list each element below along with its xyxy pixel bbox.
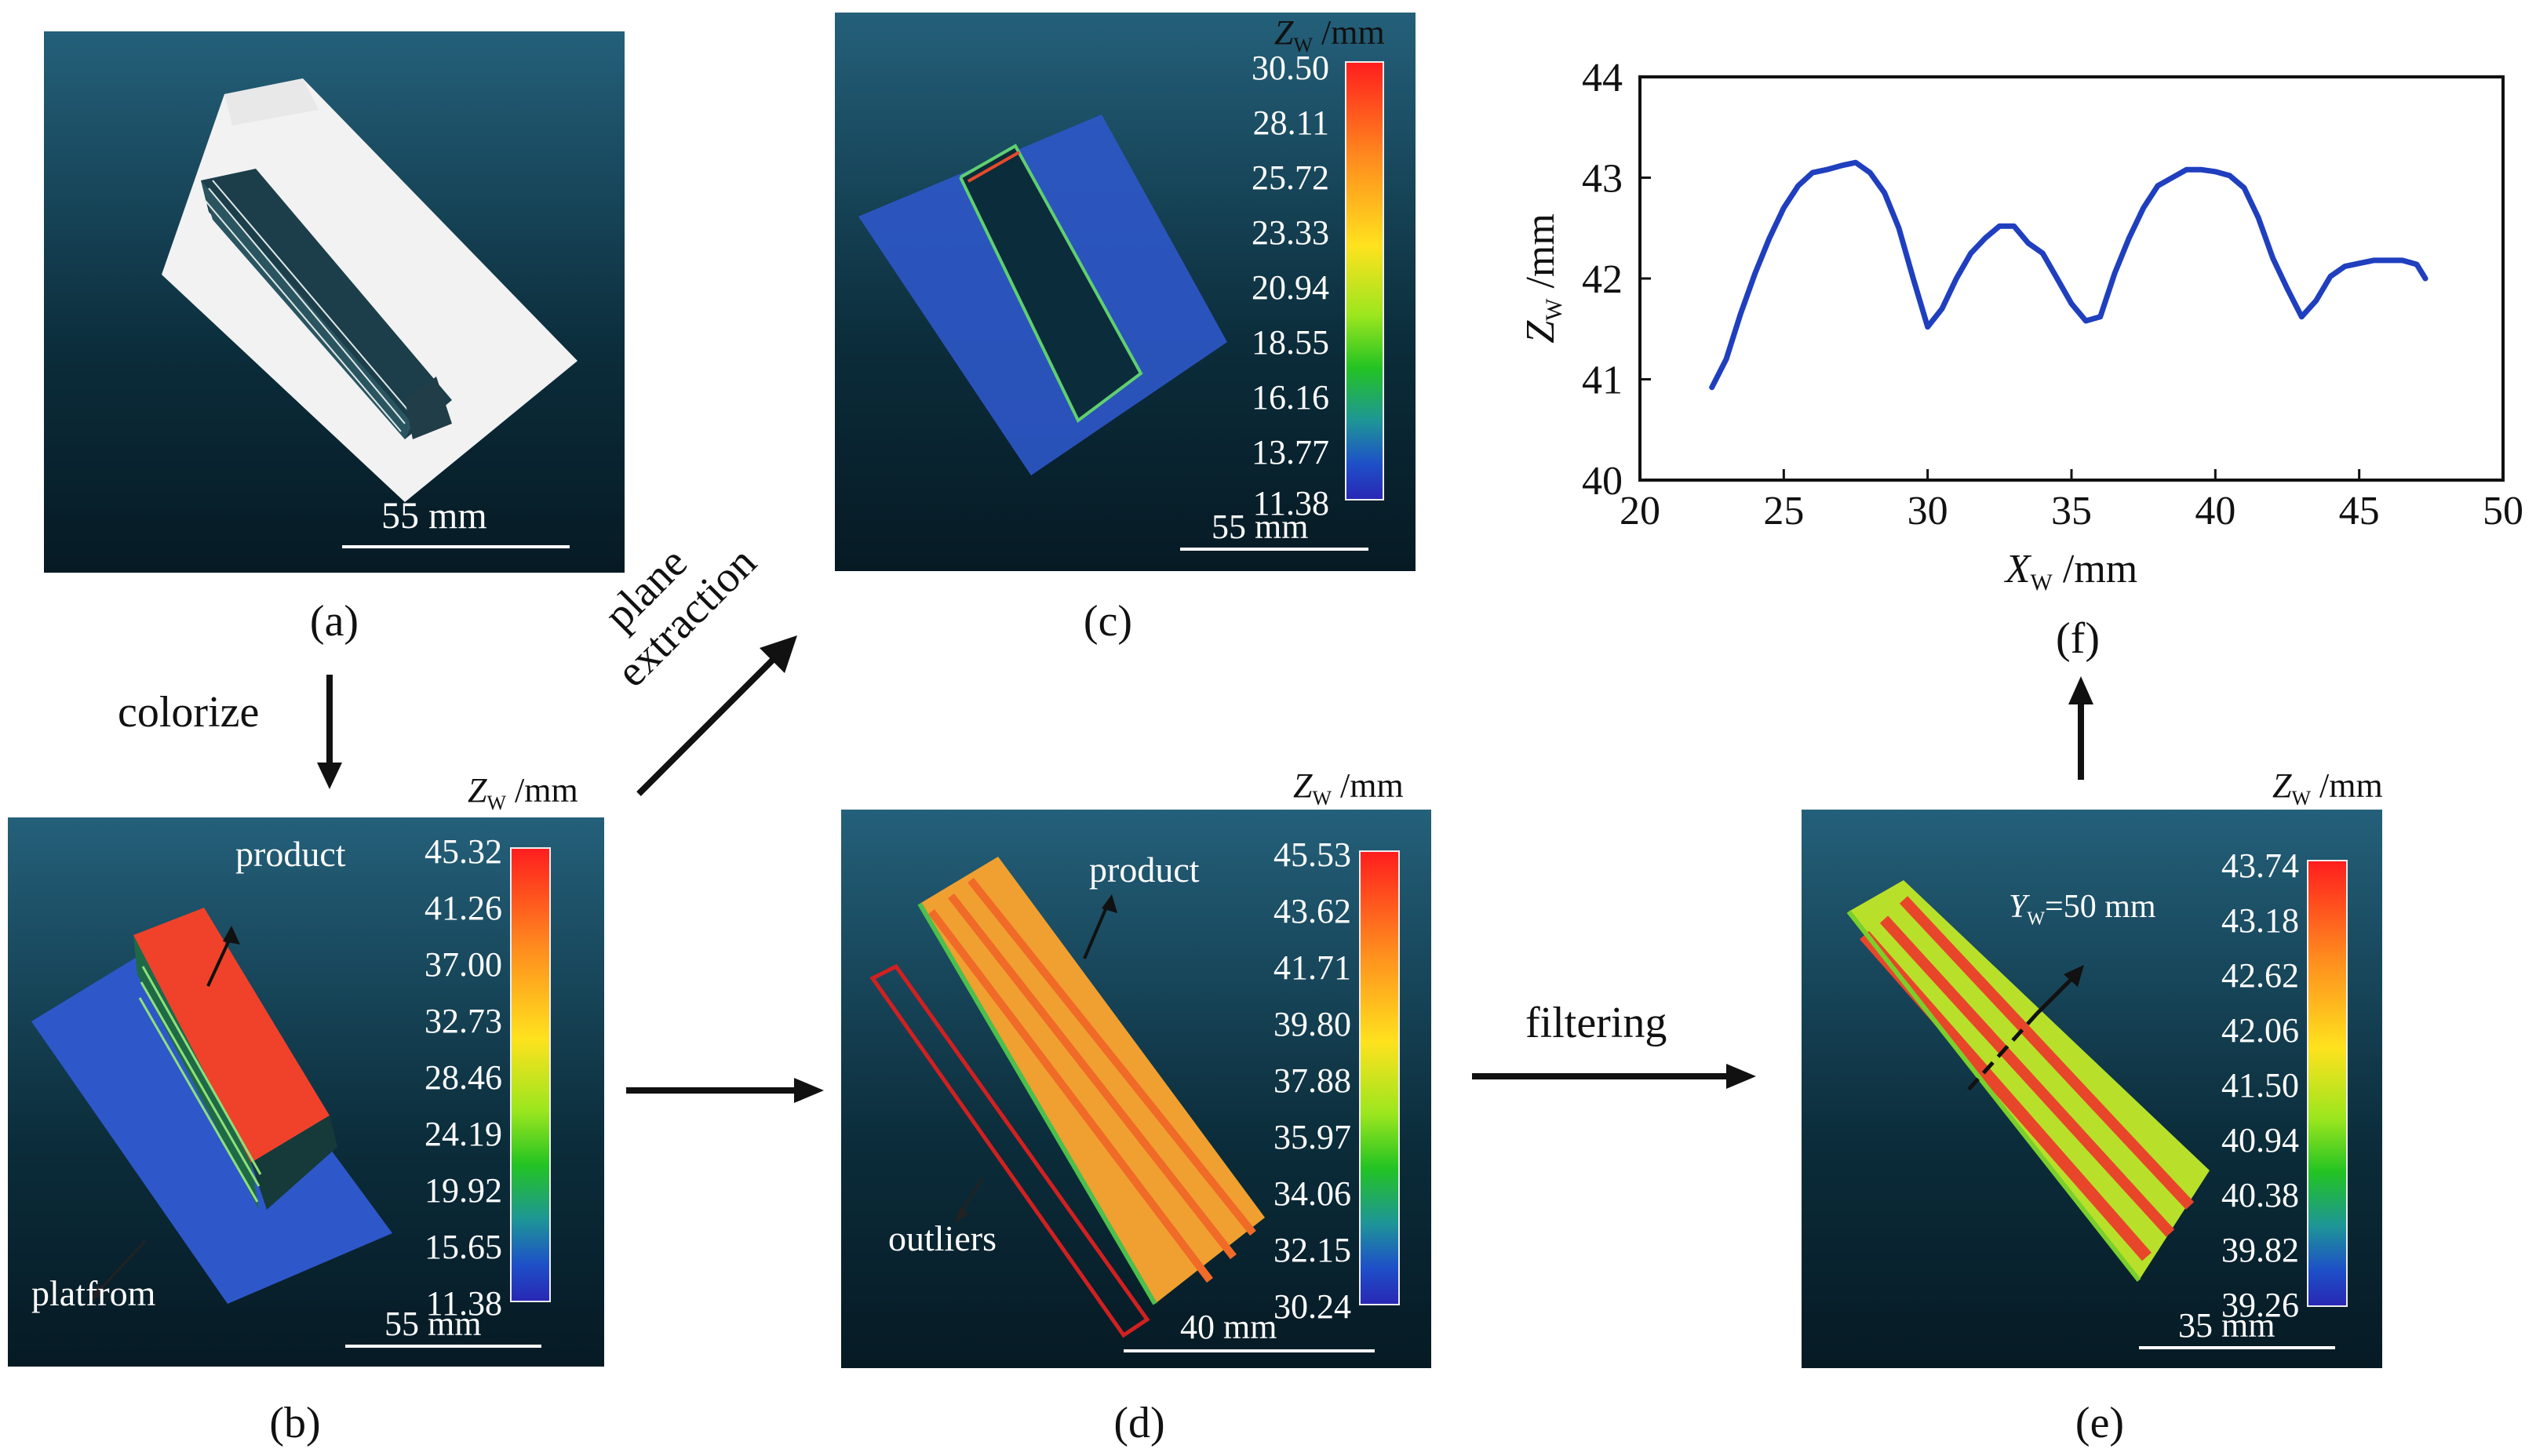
tick-c-0: 30.50 — [1252, 49, 1329, 87]
panel-a: 55 mm — [44, 31, 625, 573]
x-tick-label: 40 — [2195, 489, 2235, 533]
tick-e-4: 41.50 — [2221, 1066, 2299, 1105]
panel-b: product platfrom 45.32 41.26 37.00 32.73… — [8, 817, 604, 1367]
panel-e: YW=50 mm 43.74 43.18 42.62 42.06 41.50 4… — [1802, 810, 2382, 1368]
panel-c: ZW /mm 30.50 28.11 25.72 23.33 20.94 18.… — [835, 13, 1416, 571]
x-axis-label: XW /mm — [2004, 547, 2137, 595]
scale-bar-a — [342, 545, 570, 548]
arrow-plane-extraction — [636, 635, 797, 796]
scale-label-d: 40 mm — [1180, 1308, 1277, 1346]
tick-d-6: 34.06 — [1273, 1174, 1351, 1213]
tick-b-6: 19.92 — [424, 1171, 502, 1210]
arrow-filtering — [1472, 1064, 1756, 1089]
tick-c-4: 20.94 — [1252, 268, 1329, 307]
scale-label-b: 55 mm — [384, 1305, 482, 1343]
y-axis-label: ZW /mm — [1518, 213, 1567, 344]
tick-d-7: 32.15 — [1273, 1231, 1351, 1269]
x-tick-label: 45 — [2339, 489, 2380, 533]
scale-label-e: 35 mm — [2178, 1306, 2275, 1345]
x-tick-label: 50 — [2483, 489, 2523, 533]
tick-e-3: 42.06 — [2221, 1011, 2299, 1050]
tick-d-0: 45.53 — [1273, 835, 1351, 874]
tick-b-0: 45.32 — [424, 832, 502, 871]
tick-e-6: 40.38 — [2221, 1176, 2299, 1214]
caption-d: (d) — [1113, 1399, 1165, 1447]
tick-c-6: 16.16 — [1252, 378, 1329, 417]
caption-c: (c) — [1083, 597, 1133, 646]
caption-e: (e) — [2075, 1399, 2125, 1447]
y-tick-label: 43 — [1582, 157, 1623, 202]
tick-b-5: 24.19 — [424, 1115, 502, 1153]
colorbar-e — [2307, 860, 2348, 1307]
tick-c-7: 13.77 — [1252, 433, 1329, 471]
tick-e-8: 39.26 — [2221, 1286, 2299, 1324]
colorized-cloud — [31, 908, 392, 1304]
tick-e-2: 42.62 — [2221, 956, 2299, 995]
scale-bar-b — [345, 1345, 541, 1348]
tick-b-4: 28.46 — [424, 1058, 502, 1097]
tick-c-2: 25.72 — [1252, 158, 1329, 197]
tick-e-5: 40.94 — [2221, 1121, 2299, 1159]
label-section-e: YW=50 mm — [2009, 889, 2156, 930]
tick-d-2: 41.71 — [1273, 948, 1351, 987]
caption-a: (a) — [309, 597, 359, 646]
plane-extracted-cloud — [858, 115, 1227, 475]
caption-b: (b) — [269, 1399, 321, 1447]
series-line-0 — [1709, 159, 2429, 391]
unit-label-d: ZW /mm — [1293, 766, 1404, 810]
panel-d: product outliers 45.53 43.62 41.71 39.80… — [841, 810, 1431, 1368]
tick-c-5: 18.55 — [1252, 323, 1329, 362]
tick-d-4: 37.88 — [1273, 1061, 1351, 1100]
tick-d-3: 39.80 — [1273, 1005, 1351, 1043]
tick-b-8: 11.38 — [425, 1284, 502, 1323]
x-tick-label: 30 — [1907, 489, 1948, 533]
plot-frame — [1638, 75, 2505, 482]
tick-d-5: 35.97 — [1273, 1118, 1351, 1156]
scale-bar-c — [1180, 548, 1368, 551]
scale-bar-e — [2139, 1346, 2335, 1349]
arrow-colorize — [317, 675, 342, 789]
tick-c-8: 11.38 — [1252, 484, 1329, 522]
tick-d-1: 43.62 — [1273, 892, 1351, 930]
y-tick-label: 41 — [1582, 359, 1623, 403]
y-tick-label: 44 — [1582, 56, 1623, 100]
scale-bar-d — [1124, 1349, 1375, 1352]
tick-e-0: 43.74 — [2221, 846, 2299, 885]
x-tick-label: 35 — [2051, 489, 2092, 533]
label-colorize: colorize — [118, 688, 260, 737]
tick-b-2: 37.00 — [424, 945, 502, 984]
tick-b-7: 15.65 — [424, 1228, 502, 1266]
label-filtering: filtering — [1525, 999, 1667, 1047]
label-platform-b: platfrom — [31, 1273, 156, 1313]
tick-e-1: 43.18 — [2221, 901, 2299, 940]
filtered-product-cloud — [869, 857, 1265, 1338]
unit-label-e: ZW /mm — [2272, 766, 2383, 810]
caption-f: (f) — [2056, 614, 2100, 663]
tick-b-1: 41.26 — [424, 889, 502, 927]
point-cloud-raw — [162, 78, 578, 502]
scale-label-a: 55 mm — [381, 495, 487, 537]
smoothed-product-cloud — [1846, 880, 2210, 1282]
tick-e-7: 39.82 — [2221, 1231, 2299, 1269]
tick-c-1: 28.11 — [1252, 104, 1329, 142]
colorbar-b — [510, 847, 551, 1302]
label-outliers-d: outliers — [888, 1218, 997, 1258]
tick-c-3: 23.33 — [1252, 213, 1329, 252]
scale-label-c: 55 mm — [1212, 508, 1309, 546]
label-product-d: product — [1089, 850, 1200, 890]
x-tick-label: 25 — [1763, 489, 1804, 533]
y-tick-label: 42 — [1582, 257, 1623, 302]
label-product-b: product — [235, 834, 346, 874]
y-tick-label: 40 — [1582, 459, 1623, 504]
x-tick-label: 20 — [1620, 489, 1660, 533]
tick-d-8: 30.24 — [1273, 1287, 1351, 1326]
tick-b-3: 32.73 — [424, 1002, 502, 1040]
arrow-b-to-d — [626, 1078, 824, 1103]
unit-label-c: ZW /mm — [1274, 13, 1385, 56]
unit-label-b: ZW /mm — [468, 771, 578, 814]
colorbar-c — [1345, 61, 1384, 500]
profile-chart: 20 25 30 35 40 45 50 40 41 42 43 44 XW /mm ZW /mm — [1518, 56, 2523, 595]
colorbar-d — [1359, 850, 1400, 1305]
arrow-e-to-f — [2068, 676, 2093, 780]
